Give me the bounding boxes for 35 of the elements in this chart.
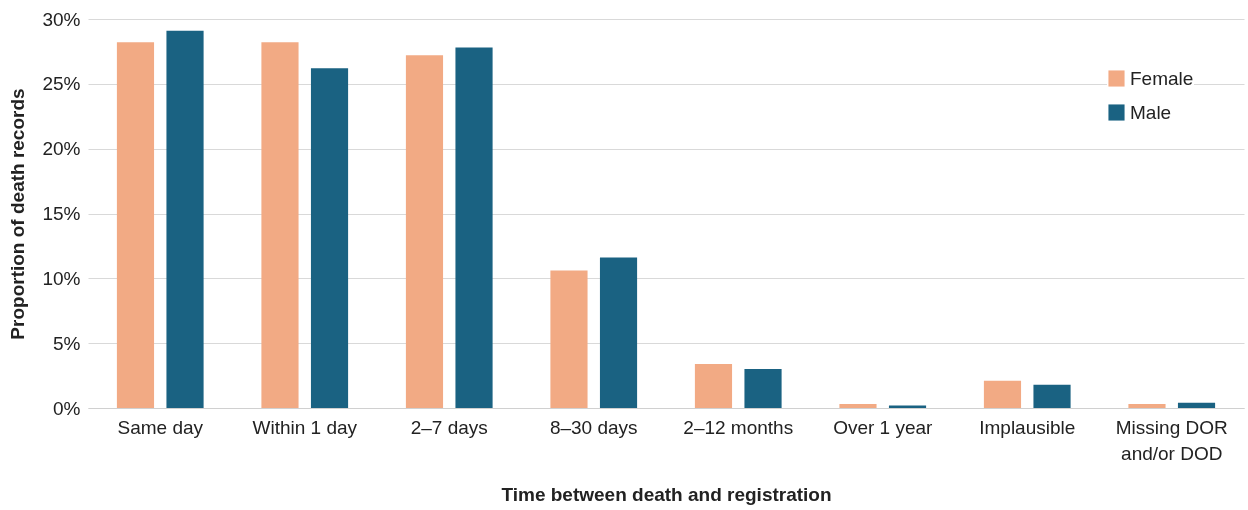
x-tick-label: 2–7 days bbox=[410, 416, 488, 438]
bar bbox=[744, 369, 782, 408]
y-tick-label: 20% bbox=[42, 138, 81, 160]
x-tick-label: Same day bbox=[117, 416, 204, 438]
bar bbox=[261, 42, 299, 408]
bar bbox=[116, 42, 155, 408]
x-tick-label: 8–30 days bbox=[549, 416, 638, 438]
y-axis-title: Proportion of death records bbox=[7, 88, 29, 340]
y-tick-label: 10% bbox=[42, 267, 81, 289]
x-tick-label: Missing DOR and/or DOD bbox=[1115, 416, 1228, 464]
bar bbox=[1177, 402, 1216, 408]
y-tick-label: 0% bbox=[53, 397, 81, 419]
bar bbox=[983, 380, 1022, 408]
x-axis-title: Time between death and registration bbox=[501, 483, 832, 505]
bar bbox=[1128, 404, 1166, 408]
bar bbox=[550, 270, 588, 408]
bar bbox=[839, 404, 877, 408]
y-tick-label: 15% bbox=[42, 203, 81, 224]
y-tick-label: 25% bbox=[42, 73, 81, 95]
x-tick-label: 2–12 months bbox=[683, 416, 794, 438]
y-tick-label: 5% bbox=[53, 332, 81, 354]
bar bbox=[405, 55, 444, 408]
bar bbox=[310, 68, 349, 408]
bar bbox=[694, 363, 733, 408]
y-tick-label: 30% bbox=[42, 8, 81, 30]
bar bbox=[888, 405, 927, 408]
bar bbox=[455, 47, 493, 408]
bar bbox=[1033, 384, 1071, 408]
x-tick-label: Within 1 day bbox=[252, 416, 358, 438]
legend-label: Male bbox=[1130, 101, 1172, 123]
bar bbox=[599, 257, 638, 408]
x-tick-label: Over 1 year bbox=[833, 416, 934, 438]
legend-label: Female bbox=[1130, 67, 1194, 89]
bar bbox=[166, 30, 204, 408]
x-tick-label: Implausible bbox=[979, 416, 1076, 438]
